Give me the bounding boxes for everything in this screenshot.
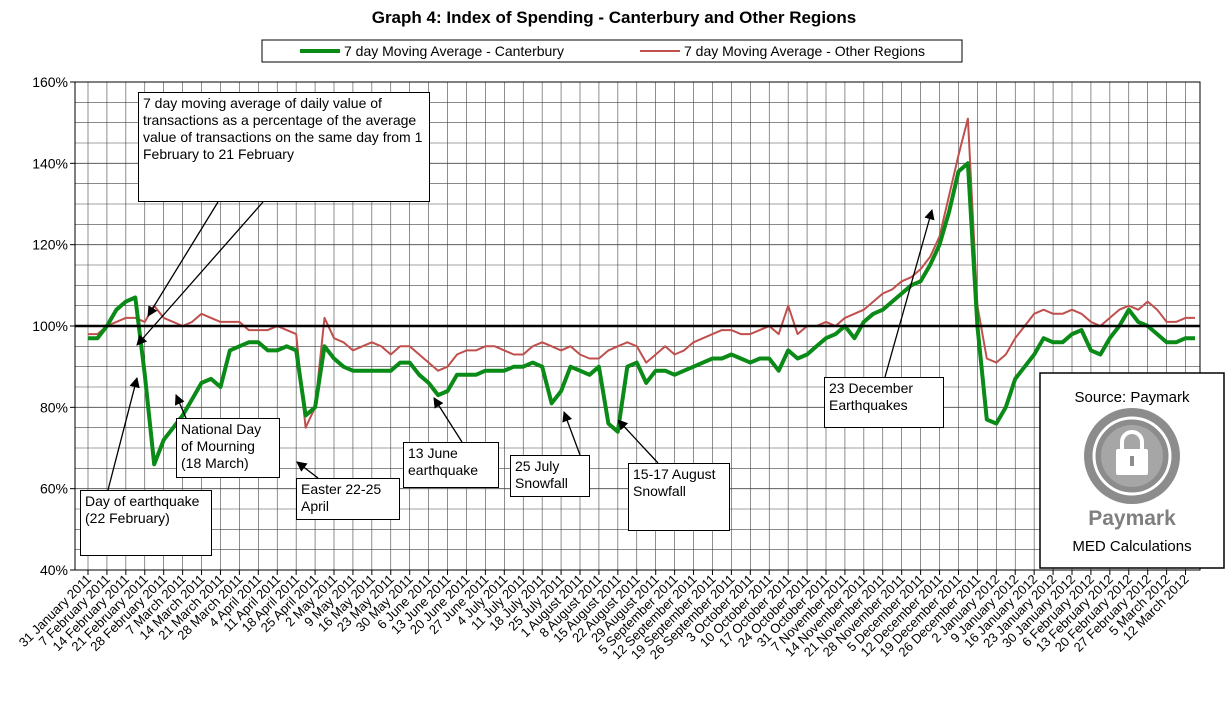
legend-label: 7 day Moving Average - Canterbury bbox=[344, 43, 564, 59]
chart-title: Graph 4: Index of Spending - Canterbury … bbox=[372, 8, 857, 27]
y-tick-label: 140% bbox=[32, 155, 68, 171]
lines bbox=[75, 117, 1200, 467]
logo-text: Paymark bbox=[1088, 507, 1176, 530]
annotation: National Day of Mourning (18 March) bbox=[176, 418, 280, 478]
annotation: Easter 22-25 April bbox=[296, 478, 400, 520]
annotation: 7 day moving average of daily value of t… bbox=[138, 92, 430, 202]
arrow bbox=[136, 201, 264, 346]
logo-icon bbox=[1084, 408, 1180, 504]
arrow bbox=[884, 208, 935, 378]
annotation: 13 June earthquake bbox=[403, 442, 499, 488]
annotation: 15-17 August Snowfall bbox=[628, 463, 730, 531]
y-tick-label: 40% bbox=[40, 562, 68, 578]
annotation: 23 December Earthquakes bbox=[824, 377, 944, 428]
series-line bbox=[88, 117, 1195, 429]
y-tick-label: 60% bbox=[40, 481, 68, 497]
arrow bbox=[296, 461, 319, 479]
source-label: Source: Paymark bbox=[1074, 389, 1190, 406]
annotation: Day of earthquake (22 February) bbox=[80, 490, 212, 556]
legend-label: 7 day Moving Average - Other Regions bbox=[684, 43, 925, 59]
arrow bbox=[147, 201, 219, 317]
y-tick-label: 120% bbox=[32, 237, 68, 253]
y-tick-label: 100% bbox=[32, 318, 68, 334]
source-note: MED Calculations bbox=[1072, 538, 1191, 555]
arrow bbox=[107, 376, 140, 491]
y-tick-label: 160% bbox=[32, 74, 68, 90]
arrow bbox=[174, 394, 187, 419]
y-tick-label: 80% bbox=[40, 399, 68, 415]
arrow bbox=[617, 419, 659, 464]
annotation: 25 July Snowfall bbox=[510, 455, 590, 497]
grid: 40%60%80%100%120%140%160%31 January 2011… bbox=[16, 74, 1201, 662]
series-line bbox=[88, 161, 1195, 467]
arrow bbox=[562, 411, 581, 456]
arrows bbox=[107, 201, 935, 491]
legend-box bbox=[261, 39, 963, 63]
arrow bbox=[433, 397, 463, 443]
